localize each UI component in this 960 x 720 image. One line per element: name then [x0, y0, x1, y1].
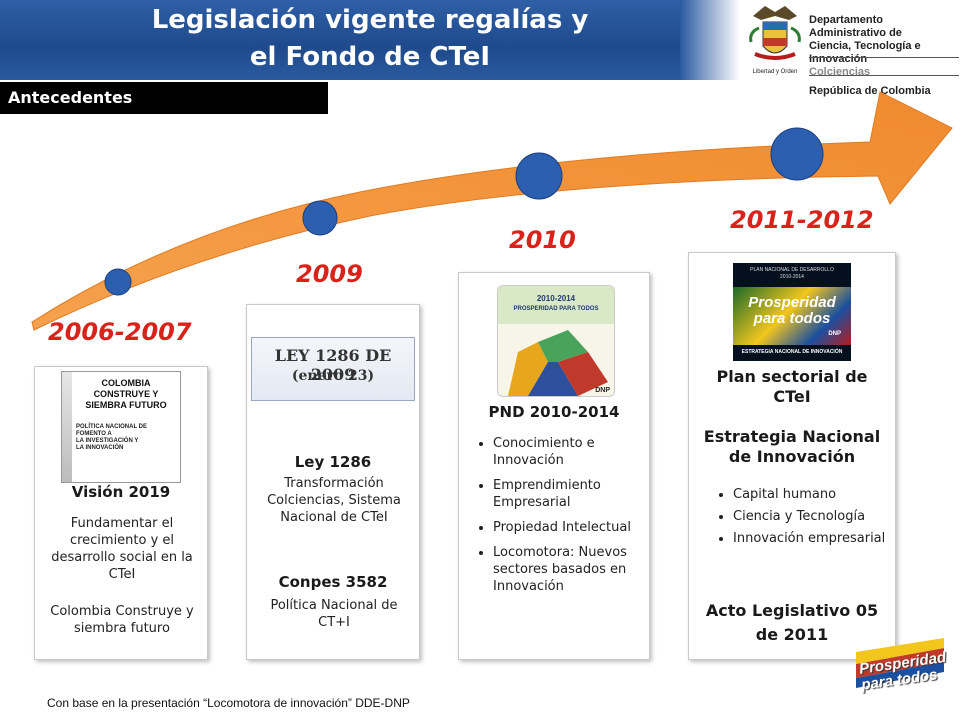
- plan-cover-image: PLAN NACIONAL DE DESARROLLO 2010-2014 Pr…: [733, 263, 851, 361]
- slide-title: Legislación vigente regalías y el Fondo …: [90, 2, 650, 76]
- pnd-cover-years: 2010-2014: [536, 294, 576, 303]
- cover-sub-2: FOMENTO A: [76, 431, 112, 437]
- prosperidad-badge: Prosperidad para todos: [856, 638, 947, 700]
- header: Legislación vigente regalías y el Fondo …: [0, 0, 960, 97]
- plan-cover-line-2: 2010-2014: [780, 274, 804, 280]
- card-plan-sectorial: PLAN NACIONAL DE DESARROLLO 2010-2014 Pr…: [688, 252, 896, 660]
- card-text: Fundamentar el crecimiento y el desarrol…: [51, 516, 193, 582]
- card-title: Visión 2019: [71, 483, 171, 501]
- bullet-item: Conocimiento e Innovación: [493, 435, 665, 469]
- pnd-cover-slogan: PROSPERIDAD PARA TODOS: [513, 306, 599, 312]
- bullet-item: Locomotora: Nuevos sectores basados en I…: [493, 544, 665, 595]
- cover-spine: [62, 372, 72, 482]
- card-pnd-2010-2014: 2010-2014 PROSPERIDAD PARA TODOS DNP PND…: [458, 272, 650, 660]
- card-text-2: Política Nacional de CT+I: [270, 598, 398, 630]
- bullet-item: Ciencia y Tecnología: [733, 507, 923, 527]
- title-banner: [0, 0, 740, 80]
- badge-ribbon-icon: [856, 638, 944, 688]
- bullet-list: Capital humano Ciencia y Tecnología Inno…: [699, 485, 923, 551]
- cover-sub-3: LA INVESTIGACIÓN Y: [76, 438, 139, 444]
- timeline-dot-2006: [104, 268, 132, 296]
- plan-cover-line-6: ESTRATEGIA NACIONAL DE INNOVACIÓN: [741, 349, 843, 355]
- document-cover-image: COLOMBIA CONSTRUYE Y SIEMBRA FUTURO POLÍ…: [61, 371, 181, 483]
- bullet-list: Conocimiento e Innovación Emprendimiento…: [469, 435, 665, 603]
- year-label-2006: 2006-2007: [48, 318, 192, 346]
- plan-cover-line-3: Prosperidad: [748, 294, 836, 311]
- cover-sub-1: POLÍTICA NACIONAL DE: [76, 424, 148, 430]
- title-line-1: Legislación vigente regalías y: [151, 5, 589, 35]
- logo-divider-bottom: [809, 75, 959, 76]
- card-ley-1286: LEY 1286 DE 2009 (enero 23) Ley 1286 Tra…: [246, 304, 420, 660]
- org-line-2: Ciencia, Tecnología e Innovación: [809, 40, 921, 65]
- year-label-2009: 2009: [296, 260, 363, 288]
- year-label-2011: 2011-2012: [730, 206, 874, 234]
- law-image-line-2: (enero 23): [291, 368, 375, 384]
- org-line-3: Colciencias: [809, 66, 871, 78]
- year-label-2010: 2010: [509, 226, 576, 254]
- bullet-item: Capital humano: [733, 485, 923, 505]
- card-text-2: Colombia Construye y siembra futuro: [50, 604, 194, 636]
- footer-source-note: Con base en la presentación “Locomotora …: [47, 696, 410, 710]
- org-line-4: República de Colombia: [809, 85, 931, 97]
- card-title: Plan sectorial de CTeI: [716, 367, 868, 406]
- pnd-cover-image: 2010-2014 PROSPERIDAD PARA TODOS DNP: [497, 285, 615, 397]
- title-line-2: el Fondo de CTeI: [249, 42, 491, 72]
- card-title: PND 2010-2014: [488, 403, 620, 421]
- timeline-arrow: [31, 91, 953, 331]
- law-header-image: LEY 1286 DE 2009 (enero 23): [251, 337, 415, 401]
- card-title-2: Conpes 3582: [278, 573, 388, 591]
- timeline-dot-2009: [302, 200, 338, 236]
- pnd-cover-dnp: DNP: [595, 387, 610, 394]
- card-vision-2019: COLOMBIA CONSTRUYE Y SIEMBRA FUTURO POLÍ…: [34, 366, 208, 660]
- bullet-item: Innovación empresarial: [733, 529, 923, 549]
- timeline-dot-2010: [515, 152, 563, 200]
- card-title-2: Estrategia Nacional de Innovación: [703, 427, 881, 466]
- card-title-3: Acto Legislativo 05 de 2011: [705, 601, 879, 644]
- cover-sub-4: LA INNOVACIÓN: [76, 445, 124, 451]
- pnd-cover-art-icon: [508, 330, 608, 396]
- timeline-dot-2011: [770, 127, 824, 181]
- cover-line-3: SIEMBRA FUTURO: [85, 400, 167, 410]
- section-label: Antecedentes: [0, 82, 328, 114]
- institution-logo: Libertad y Orden Departamento Administra…: [745, 0, 960, 97]
- cover-line-1: COLOMBIA: [101, 378, 151, 388]
- logo-divider: [809, 57, 959, 58]
- bullet-item: Propiedad Intelectual: [493, 519, 665, 536]
- org-line-1: Departamento Administrativo de: [809, 14, 902, 39]
- plan-cover-line-1: PLAN NACIONAL DE DESARROLLO: [750, 267, 834, 273]
- law-image-line-1: LEY 1286 DE 2009: [274, 346, 392, 384]
- crest-motto: Libertad y Orden: [753, 69, 798, 75]
- card-text: Transformación Colciencias, Sistema Naci…: [267, 476, 401, 525]
- arrow-shape: [31, 91, 953, 331]
- card-title: Ley 1286: [294, 453, 372, 471]
- coat-of-arms-icon: Libertad y Orden: [749, 6, 801, 75]
- plan-cover-dnp: DNP: [828, 331, 841, 337]
- cover-line-2: CONSTRUYE Y: [93, 389, 159, 399]
- plan-cover-line-4: para todos: [753, 310, 831, 327]
- bullet-item: Emprendimiento Empresarial: [493, 477, 665, 511]
